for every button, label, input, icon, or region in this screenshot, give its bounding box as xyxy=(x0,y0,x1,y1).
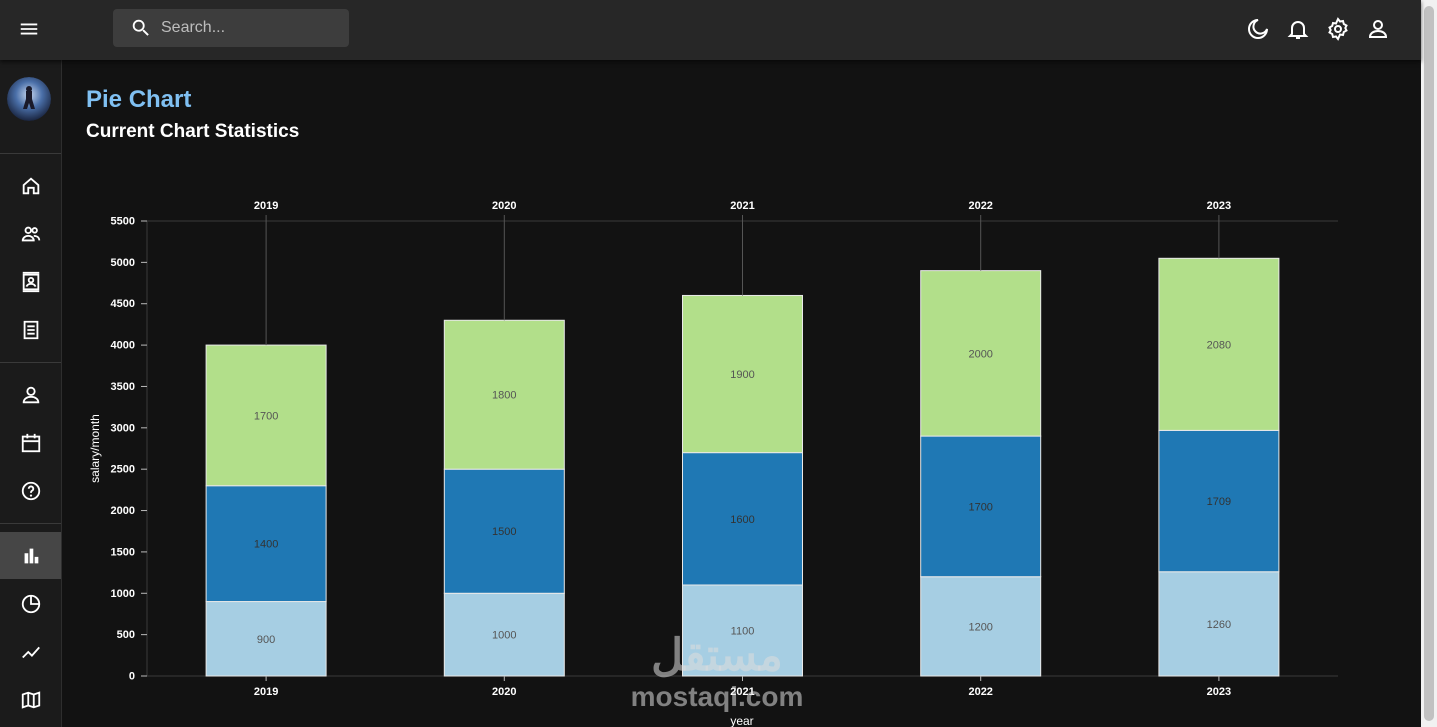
y-tick-label: 3000 xyxy=(111,422,135,434)
search-input[interactable] xyxy=(161,9,341,47)
profile-icon xyxy=(22,386,39,403)
account-button[interactable] xyxy=(1365,16,1391,42)
y-tick-label: 5500 xyxy=(111,216,135,228)
sidebar-item-help[interactable] xyxy=(0,467,61,514)
bar-segment xyxy=(920,576,1042,677)
x-tick-label: 2022 xyxy=(968,686,992,698)
sidebar-item-pie-chart[interactable] xyxy=(0,580,61,627)
y-tick-label: 500 xyxy=(117,629,135,641)
team-icon xyxy=(21,226,40,241)
account-icon xyxy=(1368,20,1388,38)
help-icon xyxy=(21,481,40,500)
data-label: 1000 xyxy=(492,630,516,642)
y-tick-label: 5000 xyxy=(111,257,135,269)
sidebar-item-map[interactable] xyxy=(0,676,61,723)
data-label: 1260 xyxy=(1207,619,1231,631)
data-label: 2080 xyxy=(1207,339,1231,351)
data-label: 1400 xyxy=(254,539,278,551)
menu-icon xyxy=(20,23,38,35)
pie-chart-icon xyxy=(21,594,40,613)
settings-button[interactable] xyxy=(1325,16,1351,42)
data-label: 1800 xyxy=(492,390,516,402)
data-label: 1709 xyxy=(1207,496,1231,508)
y-tick-label: 3500 xyxy=(111,381,135,393)
data-label: 1200 xyxy=(968,621,992,633)
bar-segment xyxy=(682,294,803,454)
x-tick-label: 2023 xyxy=(1207,686,1231,698)
data-label: 2000 xyxy=(968,348,992,360)
data-label: 1900 xyxy=(730,369,754,381)
sidebar-item-invoices[interactable] xyxy=(0,306,61,353)
bar-segment xyxy=(205,344,327,487)
bar-segment xyxy=(443,319,565,470)
sidebar xyxy=(0,60,62,727)
search-icon[interactable] xyxy=(130,17,152,39)
top-tick-label: 2022 xyxy=(968,200,992,212)
bar-segment xyxy=(1158,257,1280,431)
x-tick-label: 2019 xyxy=(254,686,278,698)
line-chart-icon xyxy=(21,646,40,658)
page-subtitle: Current Chart Statistics xyxy=(86,121,300,142)
y-tick-label: 0 xyxy=(129,671,135,683)
y-tick-label: 2500 xyxy=(111,464,135,476)
y-tick-label: 1500 xyxy=(111,546,135,558)
y-axis-label: salary/month xyxy=(88,414,102,483)
invoices-icon xyxy=(23,320,38,339)
y-tick-label: 2000 xyxy=(111,505,135,517)
watermark-arabic: مستقل xyxy=(651,631,783,680)
sidebar-item-profile[interactable] xyxy=(0,371,61,418)
sidebar-item-contacts[interactable] xyxy=(0,258,61,305)
data-label: 1500 xyxy=(492,526,516,538)
page-scrollbar[interactable] xyxy=(1421,0,1437,727)
settings-icon xyxy=(1328,17,1348,41)
calendar-icon xyxy=(21,433,40,452)
dark-mode-icon xyxy=(1248,19,1268,39)
map-icon xyxy=(21,690,40,709)
avatar[interactable] xyxy=(7,77,51,121)
bar-segment xyxy=(682,584,803,677)
sidebar-item-bar-chart[interactable] xyxy=(0,532,61,579)
search-box xyxy=(113,9,349,47)
data-label: 1600 xyxy=(730,514,754,526)
bar-segment xyxy=(682,452,803,586)
y-tick-label: 1000 xyxy=(111,588,135,600)
sidebar-item-line-chart[interactable] xyxy=(0,628,61,675)
bar-segment xyxy=(920,435,1042,578)
sidebar-item-calendar[interactable] xyxy=(0,419,61,466)
y-tick-label: 4500 xyxy=(111,298,135,310)
home-icon xyxy=(22,176,39,194)
x-tick-label: 2021 xyxy=(730,686,754,698)
y-tick-label: 4000 xyxy=(111,340,135,352)
stacked-bar-chart: 0 500 1000 1500 2000 2500 3000 3500 4000 4500 5000… xyxy=(88,200,1338,727)
page-title: Pie Chart xyxy=(86,86,192,113)
top-bar xyxy=(0,0,1421,60)
top-tick-label: 2020 xyxy=(492,200,516,212)
sidebar-item-team[interactable] xyxy=(0,210,61,257)
data-label: 1700 xyxy=(254,410,278,422)
watermark-text: mostaqi.com xyxy=(631,681,804,712)
data-label: 1100 xyxy=(731,626,755,638)
watermark-logo: مستقل mostaqi.com xyxy=(631,631,804,712)
menu-button[interactable] xyxy=(10,10,48,48)
bar-segment xyxy=(1158,429,1280,573)
x-tick-label: 2020 xyxy=(492,686,516,698)
x-axis-label: year xyxy=(730,714,753,727)
bar-chart-icon xyxy=(24,548,38,563)
data-label: 1700 xyxy=(968,501,992,513)
notifications-button[interactable] xyxy=(1285,16,1311,42)
top-tick-label: 2023 xyxy=(1207,200,1231,212)
bar-segment xyxy=(205,601,327,677)
top-tick-label: 2021 xyxy=(730,200,754,212)
bar-segment xyxy=(1158,571,1280,677)
sidebar-item-home[interactable] xyxy=(0,162,61,209)
notifications-icon xyxy=(1287,21,1309,39)
data-label: 900 xyxy=(257,634,275,646)
bar-segment xyxy=(205,485,327,603)
dark-mode-button[interactable] xyxy=(1245,16,1271,42)
contacts-icon xyxy=(22,271,39,292)
bar-segment xyxy=(920,270,1042,437)
bar-segment xyxy=(443,592,565,677)
scrollbar-thumb[interactable] xyxy=(1424,6,1434,721)
top-tick-label: 2019 xyxy=(254,200,278,212)
